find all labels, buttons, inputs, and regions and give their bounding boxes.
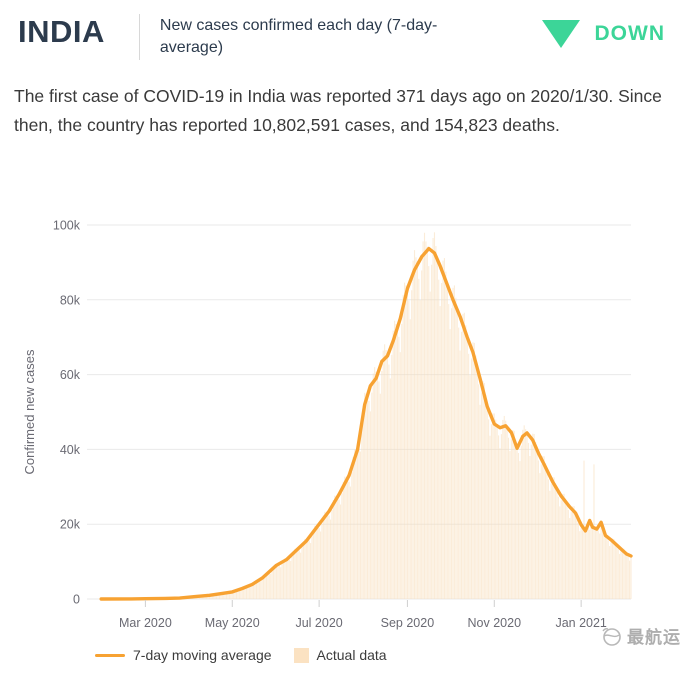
svg-text:Mar 2020: Mar 2020: [119, 616, 172, 630]
line-swatch-icon: [95, 653, 125, 657]
svg-text:May 2020: May 2020: [205, 616, 260, 630]
svg-text:Sep 2020: Sep 2020: [381, 616, 435, 630]
legend-item-average: 7-day moving average: [95, 647, 272, 663]
trend-label: DOWN: [594, 22, 665, 45]
svg-text:Jan 2021: Jan 2021: [555, 616, 606, 630]
svg-text:100k: 100k: [53, 219, 81, 233]
box-swatch-icon: [293, 647, 309, 663]
country-title: INDIA: [18, 14, 105, 49]
summary-text: The first case of COVID-19 in India was …: [14, 86, 662, 136]
watermark-text: 最航运: [627, 628, 681, 648]
svg-text:Nov 2020: Nov 2020: [468, 616, 522, 630]
svg-text:Confirmed new cases: Confirmed new cases: [22, 349, 37, 474]
legend-item-actual: Actual data: [293, 647, 387, 663]
svg-text:Jul 2020: Jul 2020: [295, 616, 342, 630]
trend-indicator: DOWN: [541, 12, 674, 48]
watermark: 最航运: [600, 623, 681, 648]
svg-text:0: 0: [73, 593, 80, 607]
chart-subtitle: New cases confirmed each day (7-day-aver…: [159, 17, 438, 57]
watermark-logo-icon: [602, 627, 621, 646]
chart-area: 0 20k 40k 60k 80k 100k Confirmed new cases Mar …: [0, 202, 689, 668]
chart-legend: 7-day moving average Actual data 最航运: [95, 627, 689, 668]
svg-text:40k: 40k: [60, 443, 81, 457]
svg-text:60k: 60k: [60, 368, 81, 382]
card-header: INDIA New cases confirmed each day (7-da…: [0, 0, 689, 60]
covid-cases-chart: 0 20k 40k 60k 80k 100k Confirmed new cases Mar …: [22, 219, 633, 630]
header-divider: [138, 14, 140, 60]
down-triangle-icon: [541, 20, 580, 48]
svg-text:80k: 80k: [60, 293, 81, 307]
svg-text:20k: 20k: [60, 518, 81, 532]
